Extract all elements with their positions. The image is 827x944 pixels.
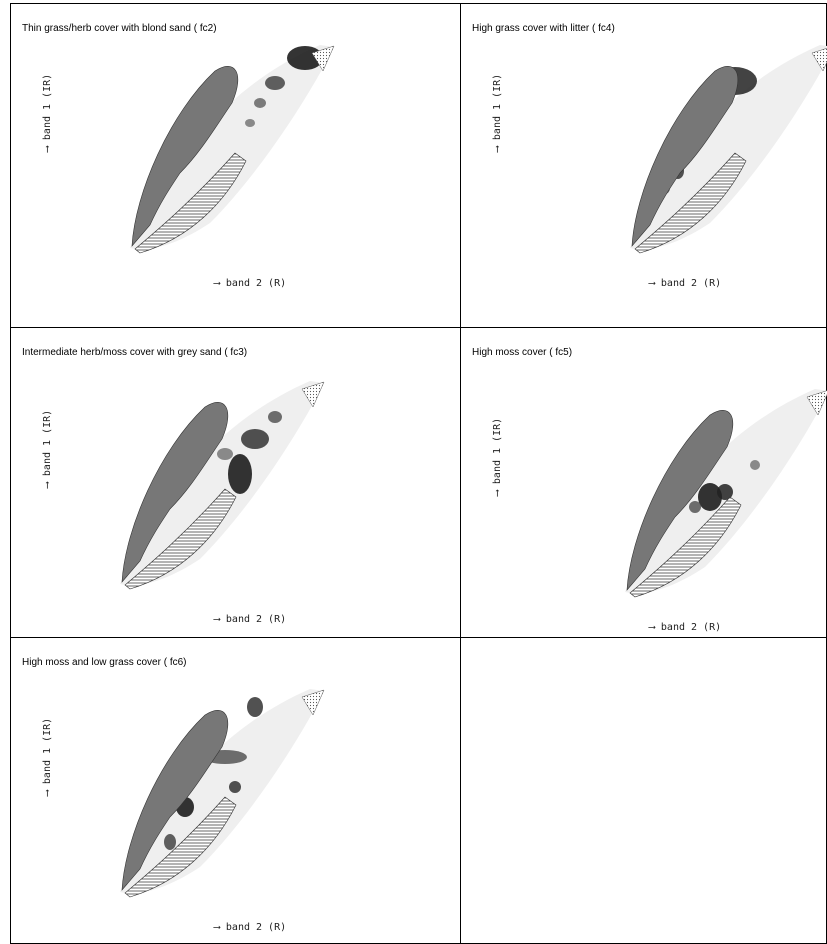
- density-blob: [247, 697, 263, 717]
- density-blob: [254, 98, 266, 108]
- density-blob: [750, 460, 760, 470]
- y-axis-label: ⟶ band 1 (IR): [492, 418, 503, 497]
- panel: High grass cover with litter ( fc4) ⟶ ban…: [472, 23, 827, 289]
- panel: Thin grass/herb cover with blond sand ( …: [22, 23, 334, 289]
- y-axis-label: ⟶ band 1 (IR): [42, 718, 53, 797]
- x-axis-label: ⟶ band 2 (R): [648, 622, 721, 633]
- density-blob: [265, 76, 285, 90]
- figure: Thin grass/herb cover with blond sand ( …: [0, 0, 827, 944]
- panel-title: Intermediate herb/moss cover with grey s…: [22, 347, 247, 358]
- scatter-density: [630, 45, 827, 253]
- y-axis-label: ⟶ band 1 (IR): [492, 74, 503, 153]
- panel: High moss and low grass cover ( fc6) ⟶ ba…: [22, 657, 324, 933]
- scatter-density: [130, 45, 334, 253]
- density-blob: [245, 119, 255, 127]
- panel-title: High grass cover with litter ( fc4): [472, 23, 615, 34]
- density-blob: [229, 781, 241, 793]
- density-blob: [268, 411, 282, 423]
- panel-title: Thin grass/herb cover with blond sand ( …: [22, 23, 217, 34]
- x-axis-label: ⟶ band 2 (R): [213, 614, 286, 625]
- density-blob: [241, 429, 269, 449]
- panel: Intermediate herb/moss cover with grey s…: [22, 347, 324, 625]
- density-blob: [217, 448, 233, 460]
- y-axis-label: ⟶ band 1 (IR): [42, 74, 53, 153]
- scatter-density: [120, 381, 324, 589]
- density-blob: [689, 501, 701, 513]
- x-axis-label: ⟶ band 2 (R): [213, 922, 286, 933]
- panel-title: High moss cover ( fc5): [472, 347, 572, 358]
- density-blob: [228, 454, 252, 494]
- scatter-density: [120, 689, 324, 897]
- x-axis-label: ⟶ band 2 (R): [213, 278, 286, 289]
- y-axis-label: ⟶ band 1 (IR): [42, 410, 53, 489]
- density-blob: [698, 483, 722, 511]
- scatter-density: [625, 389, 827, 597]
- density-blob: [164, 834, 176, 850]
- panel: High moss cover ( fc5) ⟶ band 1 (IR) ⟶ ban…: [472, 347, 827, 633]
- x-axis-label: ⟶ band 2 (R): [648, 278, 721, 289]
- panel-title: High moss and low grass cover ( fc6): [22, 657, 187, 668]
